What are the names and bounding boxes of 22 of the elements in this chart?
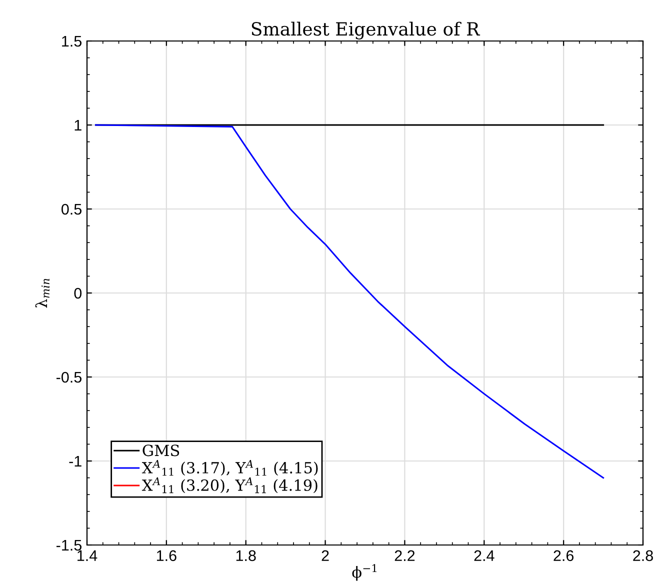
y-tick-label: -0.5 xyxy=(56,372,82,383)
x-tick-label: 1.8 xyxy=(236,550,256,562)
y-tick-label: 0.5 xyxy=(62,204,82,215)
y-axis-title: λ$_{min}$ xyxy=(35,278,50,308)
y-tick-label: 1 xyxy=(74,120,82,131)
y-tick-label: 0 xyxy=(74,288,82,299)
y-tick-label: -1.5 xyxy=(56,540,82,551)
legend-label: GMS xyxy=(142,444,180,456)
x-tick-label: 1.6 xyxy=(156,550,176,562)
x-tick-label: 2.2 xyxy=(394,550,415,561)
chart-title: Smallest Eigenvalue of R xyxy=(252,22,480,40)
x-tick-label: 1.4 xyxy=(78,550,98,561)
x-tick-label: 2.4 xyxy=(474,550,494,561)
y-tick-label: 1.5 xyxy=(62,36,82,47)
x-tick-label: 2.8 xyxy=(633,550,653,562)
legend-label: X$^{A}$$_{11}$ (3.20), Y$^{A}$$_{11}$ (4.19) xyxy=(142,477,318,494)
line-series xyxy=(94,124,604,479)
legend-label: X$^{A}$$_{11}$ (3.17), Y$^{A}$$_{11}$ (4.15) xyxy=(142,460,318,476)
x-tick-label: 2 xyxy=(322,550,329,561)
x-axis-title: ϕ$^{−1}$ xyxy=(352,564,376,581)
x-tick-label: 2.6 xyxy=(554,550,574,562)
y-tick-label: -1 xyxy=(69,456,82,467)
